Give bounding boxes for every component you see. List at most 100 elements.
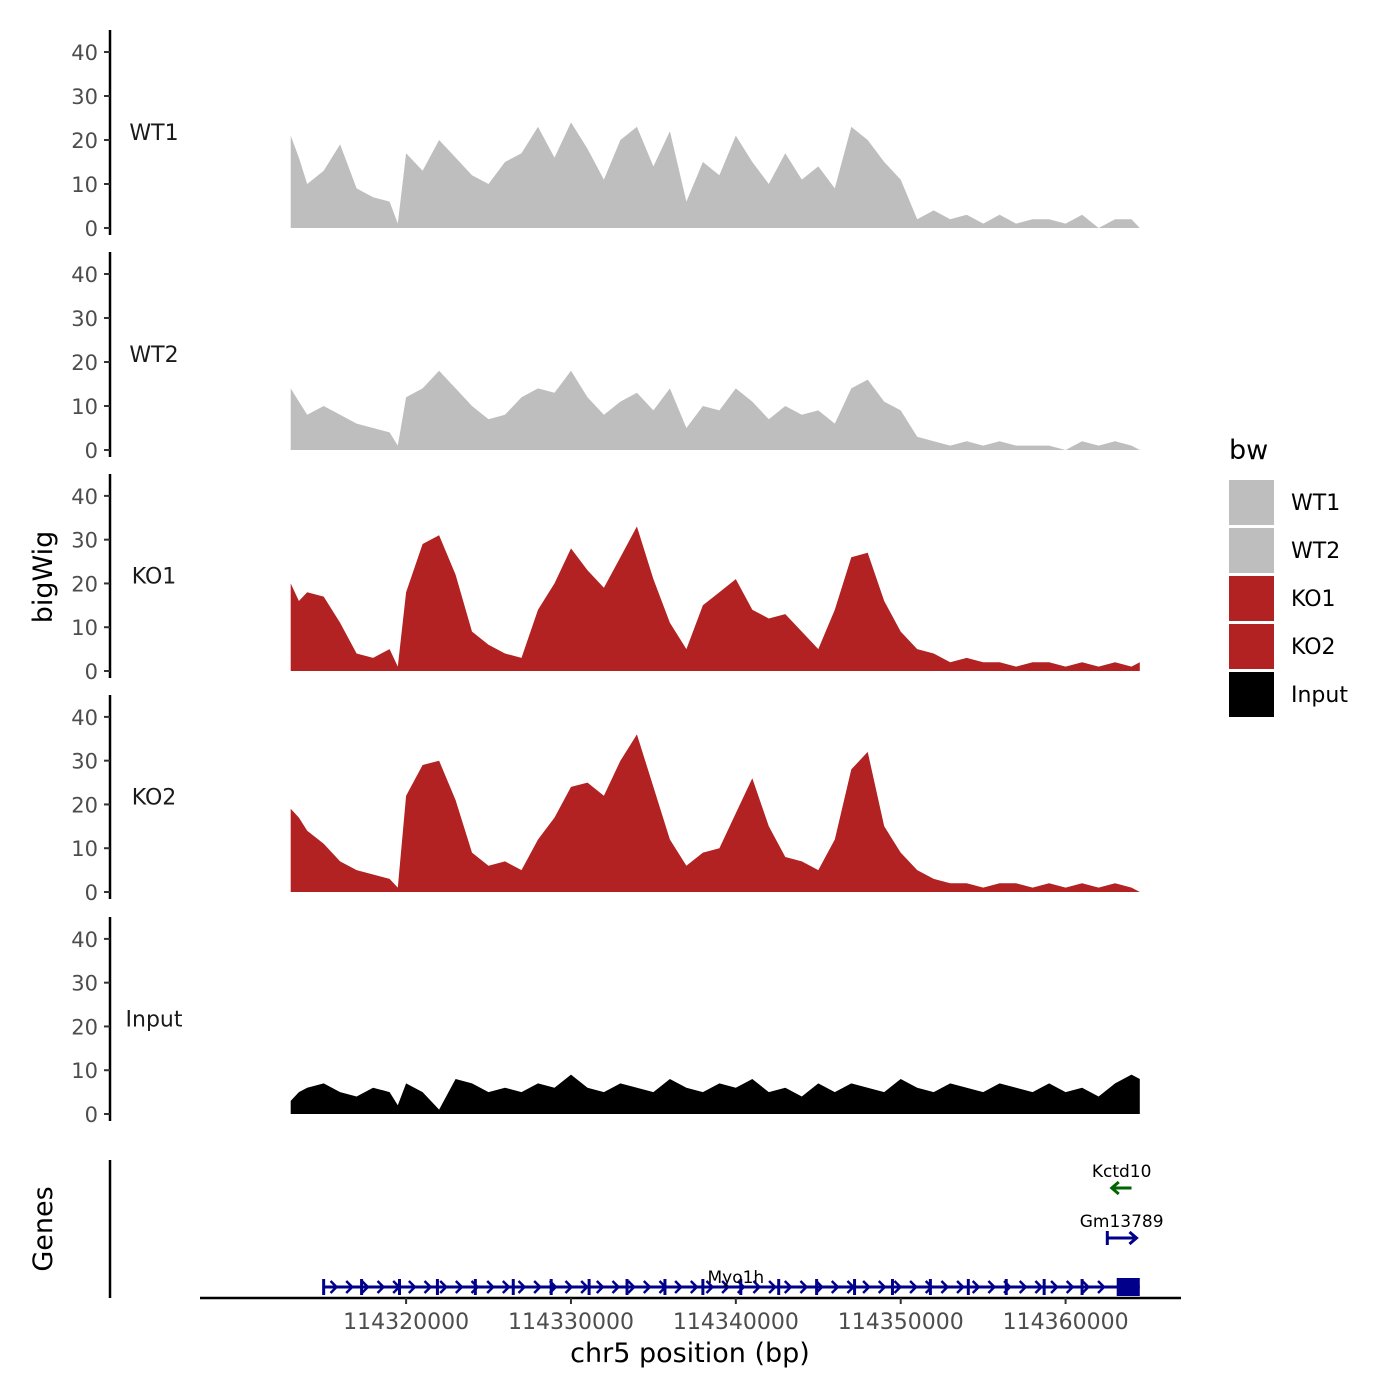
y-tick-label: 40 (71, 706, 98, 730)
gene-gm13789: Gm13789 (1080, 1212, 1164, 1246)
y-tick-label: 10 (71, 1059, 98, 1083)
strand-chevron (674, 1280, 683, 1294)
area-wt1 (290, 122, 1140, 228)
y-tick-label: 10 (71, 616, 98, 640)
exon (587, 1279, 591, 1295)
y-tick-label: 10 (71, 395, 98, 419)
exon (360, 1279, 364, 1295)
strand-chevron (940, 1280, 950, 1294)
exon (511, 1279, 515, 1295)
strand-chevron (517, 1280, 527, 1294)
exon (815, 1279, 819, 1295)
legend-key-ko1 (1229, 576, 1274, 621)
gene-label: Kctd10 (1092, 1162, 1152, 1182)
exon (928, 1279, 932, 1295)
exon (701, 1279, 705, 1295)
area-ko2 (290, 734, 1140, 892)
y-tick-label: 40 (71, 485, 98, 509)
track-label: Input (126, 1007, 183, 1032)
x-tick-label: 114350000 (838, 1310, 964, 1335)
y-tick-label: 0 (85, 439, 98, 463)
strand-chevron (1050, 1280, 1059, 1294)
strand-chevron (689, 1280, 699, 1294)
strand-chevron (768, 1280, 777, 1294)
exon (322, 1279, 326, 1295)
x-tick-label: 114360000 (1003, 1310, 1129, 1335)
exon (663, 1279, 667, 1295)
strand-arrow (1128, 1230, 1139, 1246)
y-tick-label: 20 (71, 129, 98, 153)
x-tick-label: 114330000 (508, 1310, 634, 1335)
strand-chevron (642, 1280, 652, 1294)
gene-myo1h: Myo1h (322, 1268, 1140, 1296)
y-tick-label: 30 (71, 529, 98, 553)
exon (890, 1279, 894, 1295)
strand-chevron (486, 1280, 495, 1294)
exon-utr (1116, 1278, 1140, 1296)
x-axis-label: chr5 position (bp) (570, 1338, 810, 1369)
exon (1080, 1279, 1084, 1295)
y-tick-label: 0 (85, 217, 98, 241)
y-tick-label: 40 (71, 928, 98, 952)
exon (473, 1279, 477, 1295)
x-tick-label: 114340000 (673, 1310, 799, 1335)
exon (1105, 1231, 1109, 1245)
strand-chevron (909, 1280, 918, 1294)
exon (739, 1279, 743, 1295)
strand-chevron (564, 1280, 574, 1294)
legend-key-wt1 (1229, 480, 1274, 525)
y-tick-label: 0 (85, 881, 98, 905)
strand-chevron (439, 1280, 448, 1294)
strand-chevron (407, 1280, 417, 1294)
track-label: WT2 (129, 343, 178, 368)
strand-chevron (705, 1280, 715, 1294)
y-axis-label: bigWig (28, 531, 59, 624)
y-tick-label: 30 (71, 750, 98, 774)
strand-chevron (360, 1280, 370, 1294)
strand-chevron (533, 1280, 542, 1294)
strand-chevron (1097, 1280, 1106, 1294)
legend-label: WT1 (1291, 491, 1340, 516)
exon (1004, 1279, 1008, 1295)
strand-chevron (595, 1280, 605, 1294)
strand-chevron (752, 1280, 762, 1294)
strand-chevron (830, 1280, 840, 1294)
exon (966, 1279, 970, 1295)
y-tick-label: 40 (71, 263, 98, 287)
strand-chevron (987, 1280, 997, 1294)
y-tick-label: 40 (71, 41, 98, 65)
gene-label: Gm13789 (1080, 1212, 1164, 1232)
strand-chevron (1034, 1280, 1044, 1294)
strand-chevron (501, 1280, 511, 1294)
track-wt2: 0 10 20 30 40 WT2 (71, 252, 1140, 463)
exon (625, 1279, 629, 1295)
area-input (290, 1074, 1140, 1114)
strand-chevron (580, 1280, 589, 1294)
track-label: WT1 (129, 121, 178, 146)
gene-label: Myo1h (707, 1268, 764, 1288)
y-tick-label: 30 (71, 972, 98, 996)
track-ko2: 0 10 20 30 40 KO2 (71, 695, 1140, 905)
strand-chevron (862, 1280, 871, 1294)
exon (853, 1279, 857, 1295)
legend-label: Input (1291, 683, 1348, 708)
x-tick-label: 114320000 (343, 1310, 469, 1335)
y-tick-label: 30 (71, 307, 98, 331)
strand-chevron (611, 1280, 621, 1294)
y-tick-label: 0 (85, 660, 98, 684)
strand-chevron (454, 1280, 464, 1294)
strand-chevron (956, 1280, 965, 1294)
track-label: KO2 (132, 785, 177, 810)
area-ko1 (290, 526, 1140, 671)
strand-chevron (423, 1280, 433, 1294)
y-tick-label: 20 (71, 572, 98, 596)
exon (397, 1279, 401, 1295)
strand-chevron (1018, 1280, 1028, 1294)
track-input: 0 10 20 30 40 Input (71, 917, 1140, 1127)
y-tick-label: 20 (71, 793, 98, 817)
exon (1042, 1279, 1046, 1295)
strand-chevron (971, 1280, 981, 1294)
y-tick-label: 30 (71, 85, 98, 109)
strand-chevron (1081, 1280, 1091, 1294)
